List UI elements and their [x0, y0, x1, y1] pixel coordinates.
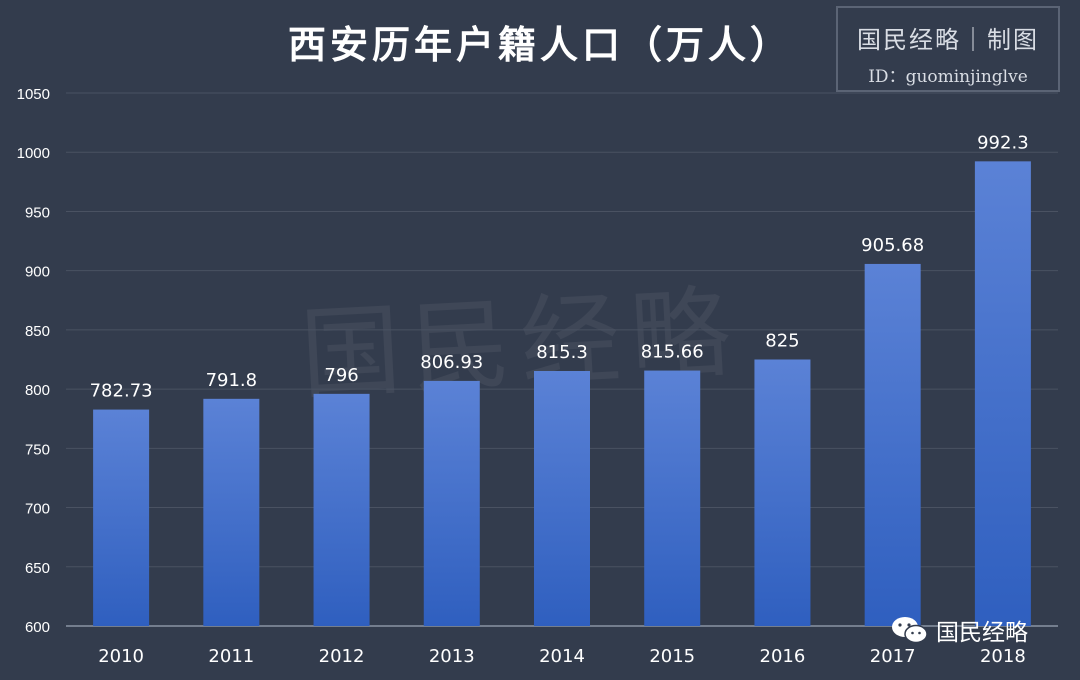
brand-stamp: 国民经略｜制图 ID：guominjinglve: [836, 6, 1060, 92]
x-tick-label: 2013: [429, 646, 475, 667]
chart-title: 西安历年户籍人口（万人）: [287, 23, 792, 67]
y-tick-label: 1050: [17, 86, 50, 103]
x-tick-label: 2014: [539, 646, 585, 667]
data-label: 806.93: [420, 352, 483, 373]
y-tick-label: 700: [25, 501, 50, 518]
x-tick-label: 2017: [870, 646, 916, 667]
data-label: 796: [324, 365, 358, 386]
y-tick-label: 600: [25, 619, 50, 636]
y-tick-label: 850: [25, 323, 50, 340]
wechat-logo: 国民经略: [890, 612, 1028, 648]
x-tick-label: 2010: [98, 646, 144, 667]
wechat-icon: [892, 617, 928, 644]
y-tick-label: 1000: [17, 145, 50, 162]
x-tick-label: 2015: [649, 646, 695, 667]
data-label: 815.3: [536, 342, 588, 363]
bar: [93, 409, 150, 626]
x-tick-label: 2012: [319, 646, 365, 667]
data-label: 905.68: [861, 235, 924, 256]
bar: [534, 370, 590, 626]
bar: [974, 161, 1031, 626]
x-tick-label: 2011: [208, 646, 254, 667]
x-tick-label: 2018: [980, 646, 1026, 667]
x-tick-label: 2016: [760, 646, 806, 667]
bar: [864, 263, 921, 626]
y-tick-label: 750: [25, 441, 50, 458]
y-tick-label: 800: [25, 382, 50, 399]
y-tick-label: 950: [25, 204, 50, 221]
data-label: 992.3: [977, 132, 1029, 153]
data-label: 782.73: [90, 381, 153, 402]
bar: [754, 359, 811, 626]
stamp-handle: ID：guominjinglve: [868, 67, 1028, 87]
bar: [644, 370, 701, 626]
bar: [423, 380, 480, 626]
data-label: 825: [765, 331, 799, 352]
stamp-brand: 国民经略｜制图: [857, 26, 1039, 54]
data-label: 791.8: [206, 370, 258, 391]
y-tick-label: 650: [25, 560, 50, 577]
bar: [313, 393, 370, 626]
data-label: 815.66: [641, 342, 704, 363]
wechat-logo-text: 国民经略: [936, 620, 1028, 646]
bar: [203, 398, 260, 626]
y-tick-label: 900: [25, 264, 50, 281]
